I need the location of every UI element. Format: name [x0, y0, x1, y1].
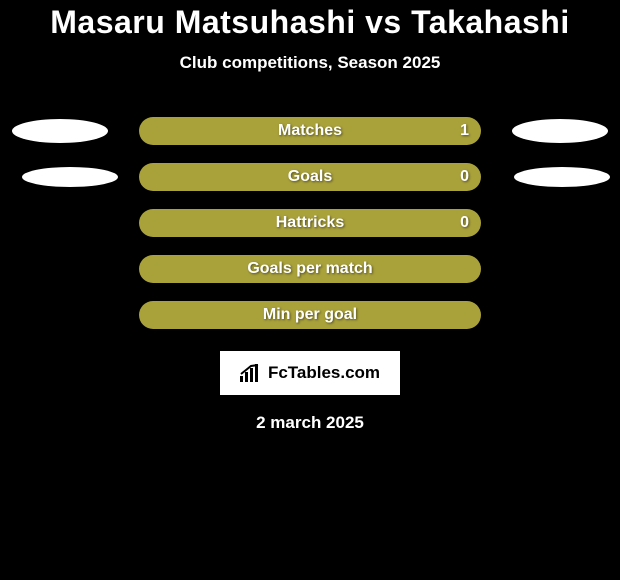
footer-date: 2 march 2025: [256, 413, 364, 433]
page-title: Masaru Matsuhashi vs Takahashi: [50, 4, 569, 41]
stat-label: Matches: [278, 122, 342, 140]
stat-row-goals-per-match: Goals per match: [0, 255, 620, 283]
source-badge-text: FcTables.com: [268, 363, 380, 383]
stat-row-goals: Goals 0: [0, 163, 620, 191]
stat-bar: Hattricks 0: [139, 209, 481, 237]
stat-bar: Goals per match: [139, 255, 481, 283]
stat-label: Hattricks: [276, 214, 344, 232]
stat-row-hattricks: Hattricks 0: [0, 209, 620, 237]
stat-bar: Goals 0: [139, 163, 481, 191]
left-ellipse-icon: [12, 119, 108, 143]
stat-value: 0: [460, 168, 469, 186]
stat-row-min-per-goal: Min per goal: [0, 301, 620, 329]
right-ellipse-icon: [512, 119, 608, 143]
right-ellipse-icon: [514, 167, 610, 187]
stat-value: 1: [460, 122, 469, 140]
comparison-card: Masaru Matsuhashi vs Takahashi Club comp…: [0, 0, 620, 433]
stats-container: Matches 1 Goals 0 Hattricks 0 Goals per …: [0, 117, 620, 329]
stat-bar: Matches 1: [139, 117, 481, 145]
stat-row-matches: Matches 1: [0, 117, 620, 145]
stat-value: 0: [460, 214, 469, 232]
stat-label: Min per goal: [263, 306, 357, 324]
stat-label: Goals per match: [247, 260, 372, 278]
left-ellipse-icon: [22, 167, 118, 187]
chart-icon: [240, 364, 262, 382]
stat-bar: Min per goal: [139, 301, 481, 329]
source-badge: FcTables.com: [220, 351, 400, 395]
stat-label: Goals: [288, 168, 332, 186]
subtitle: Club competitions, Season 2025: [180, 53, 441, 73]
